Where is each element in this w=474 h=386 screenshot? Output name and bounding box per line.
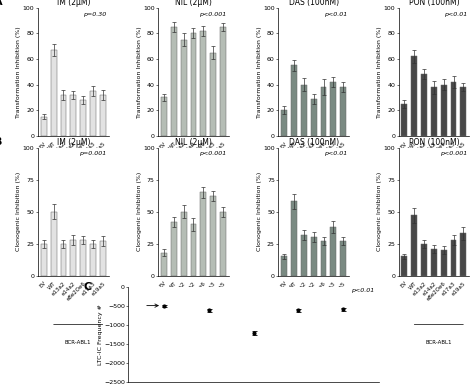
Bar [460,87,466,136]
Bar [191,33,196,136]
Y-axis label: Transformation Inhibition (%): Transformation Inhibition (%) [17,26,21,118]
Text: BCR-ABL1: BCR-ABL1 [305,200,332,205]
Bar [201,31,206,136]
Bar [340,241,346,276]
Title: DAS (100nM): DAS (100nM) [289,138,339,147]
Bar [41,244,47,276]
Bar [90,91,96,136]
Bar [51,50,56,136]
Text: p<0.01: p<0.01 [351,288,374,293]
Text: BCR-ABL1: BCR-ABL1 [426,200,452,205]
Title: IM (2μM): IM (2μM) [56,138,90,147]
Text: BCR-ABL1: BCR-ABL1 [65,200,91,205]
Bar [281,110,287,136]
Text: p=0.001: p=0.001 [79,151,107,156]
Bar [301,85,307,136]
Bar [191,225,196,276]
Bar [90,244,96,276]
Bar [80,100,86,136]
Y-axis label: Transformation Inhibition (%): Transformation Inhibition (%) [377,26,382,118]
Title: NIL (2μM): NIL (2μM) [175,0,212,7]
Bar [161,97,167,136]
Bar [210,196,216,276]
Bar [441,250,447,276]
Title: PON (100nM): PON (100nM) [409,0,459,7]
Bar [451,82,456,136]
Bar [61,244,66,276]
Bar [340,87,346,136]
Text: BCR-ABL1: BCR-ABL1 [185,340,212,345]
Text: B: B [0,137,2,147]
Bar [220,27,226,136]
Text: p<0.01: p<0.01 [324,12,347,17]
Bar [441,85,447,136]
Bar [320,87,327,136]
Bar [41,117,47,136]
Bar [70,95,76,136]
Text: p<0.01: p<0.01 [324,151,347,156]
Title: IM (2μM): IM (2μM) [56,0,90,7]
Bar [311,99,317,136]
Text: p=0.30: p=0.30 [83,12,107,17]
Bar [451,240,456,276]
Bar [61,95,66,136]
Bar [100,241,106,276]
Bar [100,95,106,136]
Y-axis label: Clonogenic Inhibition (%): Clonogenic Inhibition (%) [137,172,142,251]
Bar [431,87,437,136]
Y-axis label: Clonogenic Inhibition (%): Clonogenic Inhibition (%) [377,172,382,251]
Title: PON (100nM): PON (100nM) [409,138,459,147]
Text: BCR-ABL1: BCR-ABL1 [185,200,212,205]
Text: p<0.001: p<0.001 [200,12,227,17]
Title: NIL (2μM): NIL (2μM) [175,138,212,147]
Y-axis label: LTC-IC Frequency #: LTC-IC Frequency # [98,304,103,365]
Title: DAS (100nM): DAS (100nM) [289,0,339,7]
Y-axis label: Transformation Inhibition (%): Transformation Inhibition (%) [257,26,262,118]
Text: p<0.01: p<0.01 [444,12,467,17]
Y-axis label: Clonogenic Inhibition (%): Clonogenic Inhibition (%) [17,172,21,251]
Bar [320,241,327,276]
Bar [301,235,307,276]
Bar [291,65,297,136]
Bar [311,237,317,276]
Bar [161,253,167,276]
Bar [220,212,226,276]
Text: BCR-ABL1: BCR-ABL1 [65,340,91,345]
Text: C: C [83,282,91,292]
Text: BCR-ABL1: BCR-ABL1 [426,340,452,345]
Text: p<0.001: p<0.001 [440,151,467,156]
Bar [210,52,216,136]
Bar [401,257,407,276]
Bar [411,215,417,276]
Bar [181,40,187,136]
Bar [80,240,86,276]
Bar [181,212,187,276]
Bar [421,74,427,136]
Text: p<0.001: p<0.001 [200,151,227,156]
Bar [330,82,336,136]
Y-axis label: Transformation Inhibition (%): Transformation Inhibition (%) [137,26,142,118]
Bar [411,56,417,136]
Bar [281,257,287,276]
Text: BCR-ABL1: BCR-ABL1 [305,340,332,345]
Bar [421,244,427,276]
Bar [51,212,56,276]
Bar [171,27,177,136]
Bar [431,249,437,276]
Bar [401,104,407,136]
Bar [70,240,76,276]
Bar [291,201,297,276]
Bar [171,222,177,276]
Bar [330,227,336,276]
Text: A: A [0,0,3,7]
Bar [201,193,206,276]
Bar [460,234,466,276]
Y-axis label: Clonogenic Inhibition (%): Clonogenic Inhibition (%) [257,172,262,251]
